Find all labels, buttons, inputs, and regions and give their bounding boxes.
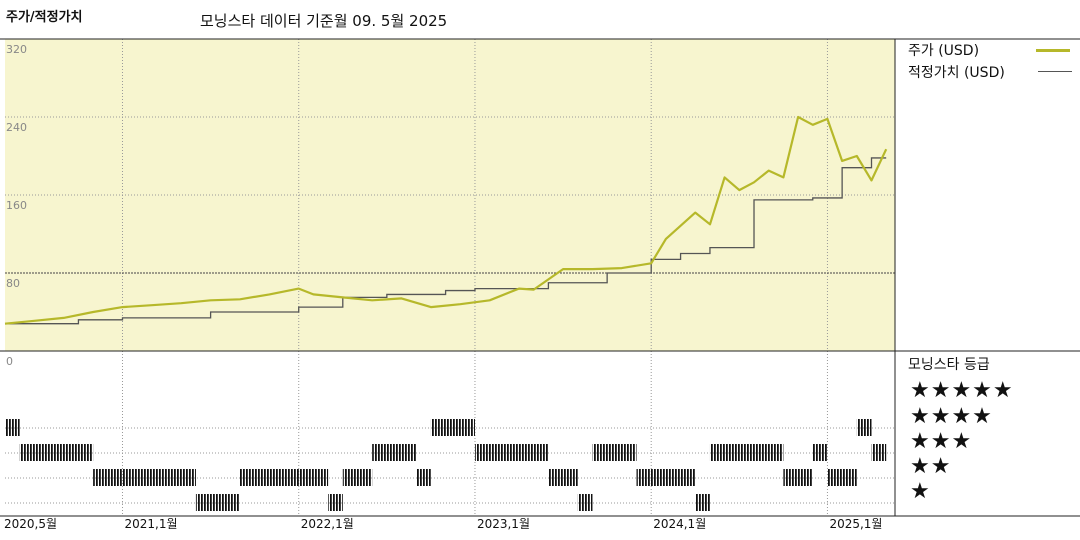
legend-price-swatch bbox=[1036, 49, 1070, 52]
legend-fair-label: 적정가치 (USD) bbox=[908, 65, 1005, 81]
rating-title: 모닝스타 등급 bbox=[908, 357, 990, 373]
stars-2-label: ★★ bbox=[910, 454, 952, 479]
y-tick-label: 320 bbox=[6, 43, 27, 56]
y-tick-label: 80 bbox=[6, 277, 20, 290]
rating-bar bbox=[709, 444, 784, 461]
stars-3-label: ★★★ bbox=[910, 429, 973, 454]
chart-subtitle: 모닝스타 데이터 기준월 09. 5월 2025 bbox=[200, 12, 448, 30]
rating-bar bbox=[548, 469, 578, 486]
x-tick-label: 2024,1월 bbox=[653, 517, 706, 531]
rating-bar bbox=[636, 469, 696, 486]
legend-price-label: 주가 (USD) bbox=[908, 43, 980, 59]
y-tick-label: 240 bbox=[6, 121, 27, 134]
rating-bar bbox=[577, 494, 593, 511]
rating-bar bbox=[93, 469, 196, 486]
rating-bar bbox=[783, 469, 813, 486]
stars-4-label: ★★★★ bbox=[910, 404, 993, 429]
rating-bar bbox=[592, 444, 637, 461]
x-tick-label: 2022,1월 bbox=[301, 517, 354, 531]
rating-bar bbox=[474, 444, 549, 461]
rating-bar bbox=[19, 444, 94, 461]
rating-bar bbox=[5, 419, 20, 436]
x-tick-label: 2023,1월 bbox=[477, 517, 530, 531]
rating-bar bbox=[372, 444, 417, 461]
chart-title: 주가/적정가치 bbox=[6, 10, 83, 25]
rating-bar bbox=[827, 469, 857, 486]
legend-price: 주가 (USD) bbox=[908, 40, 1078, 62]
rating-bar bbox=[871, 444, 887, 461]
rating-bar bbox=[239, 469, 329, 486]
x-tick-label: 2020,5월 bbox=[4, 517, 57, 531]
stars-5-label: ★★★★★ bbox=[910, 378, 1014, 403]
x-tick-label: 2025,1월 bbox=[829, 517, 882, 531]
price-line bbox=[4, 115, 888, 325]
rating-bar bbox=[430, 419, 475, 436]
legend-fair: 적정가치 (USD) bbox=[908, 62, 1078, 84]
legend: 주가 (USD) 적정가치 (USD) bbox=[908, 40, 1078, 84]
stars-1-label: ★ bbox=[910, 479, 931, 504]
y-tick-label: 0 bbox=[6, 355, 13, 368]
rating-bar bbox=[856, 419, 872, 436]
x-tick-label: 2021,1월 bbox=[124, 517, 177, 531]
rating-bar bbox=[416, 469, 431, 486]
rating-bar bbox=[328, 494, 343, 511]
legend-fair-swatch bbox=[1038, 71, 1072, 72]
rating-bar bbox=[342, 469, 373, 486]
rating-bar bbox=[812, 444, 828, 461]
y-tick-label: 160 bbox=[6, 199, 27, 212]
fair-value-line bbox=[5, 157, 887, 325]
rating-bar bbox=[195, 494, 240, 511]
rating-bar bbox=[695, 494, 710, 511]
